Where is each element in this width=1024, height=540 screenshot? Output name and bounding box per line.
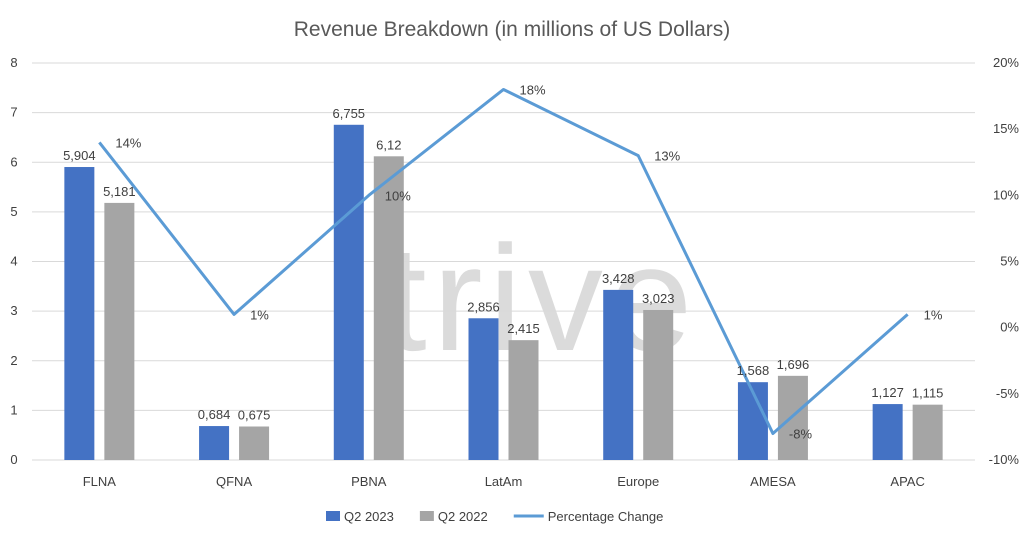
line-data-label: 1% xyxy=(924,307,943,322)
percentage-line xyxy=(98,87,909,436)
left-tick-label: 1 xyxy=(10,402,17,417)
legend: Q2 2023 Q2 2022 Percentage Change xyxy=(326,509,663,524)
chart-title: Revenue Breakdown (in millions of US Dol… xyxy=(294,18,731,41)
bar-data-label: 0,675 xyxy=(238,408,271,423)
right-tick-label: 0% xyxy=(1000,320,1019,335)
line-data-label: 18% xyxy=(520,82,546,97)
bars xyxy=(64,124,943,461)
bar-q2-2022 xyxy=(508,340,539,460)
left-tick-label: 6 xyxy=(10,154,17,169)
right-tick-label: 20% xyxy=(993,55,1019,70)
gridlines xyxy=(32,62,975,461)
bar-data-label: 6,12 xyxy=(376,137,401,152)
category-label: AMESA xyxy=(750,474,796,489)
data-labels: 5,904 0,684 6,755 2,856 3,428 1,568 1,127 5,181… xyxy=(63,82,943,441)
left-tick-label: 5 xyxy=(10,204,17,219)
watermark: trive xyxy=(385,214,698,382)
left-tick-label: 0 xyxy=(10,452,17,467)
line-data-label: 14% xyxy=(115,135,141,150)
category-label: PBNA xyxy=(351,474,387,489)
bar-data-label: 1,568 xyxy=(737,363,770,378)
right-axis-ticks: -10% -5% 0% 5% 10% 15% 20% xyxy=(989,55,1020,467)
bar-q2-2023 xyxy=(199,426,230,460)
left-tick-label: 7 xyxy=(10,105,17,120)
left-tick-label: 2 xyxy=(10,353,17,368)
watermark-text: trive xyxy=(385,214,698,382)
category-label: QFNA xyxy=(216,474,252,489)
right-tick-label: 15% xyxy=(993,121,1019,136)
bar-q2-2023 xyxy=(64,167,95,460)
category-label: APAC xyxy=(890,474,924,489)
left-axis-ticks: 0 1 2 3 4 5 6 7 8 xyxy=(10,55,17,467)
bar-q2-2022 xyxy=(239,426,270,460)
bar-data-label: 3,023 xyxy=(642,291,675,306)
left-tick-label: 3 xyxy=(10,303,17,318)
bar-q2-2022 xyxy=(912,404,943,460)
line-data-label: 10% xyxy=(385,188,411,203)
bar-q2-2023 xyxy=(872,404,903,460)
legend-swatch-q2-2022 xyxy=(419,511,434,521)
category-label: Europe xyxy=(617,474,659,489)
bar-q2-2022 xyxy=(777,375,808,460)
bar-data-label: 3,428 xyxy=(602,271,635,286)
bar-q2-2022 xyxy=(643,309,674,460)
right-tick-label: -5% xyxy=(996,386,1020,401)
bar-data-label: 1,127 xyxy=(871,385,904,400)
bar-data-label: 0,684 xyxy=(198,407,231,422)
bar-data-label: 2,415 xyxy=(507,321,540,336)
legend-label-q2-2022: Q2 2022 xyxy=(438,509,488,524)
bar-q2-2022 xyxy=(104,202,135,460)
category-axis-labels: FLNA QFNA PBNA LatAm Europe AMESA APAC xyxy=(83,474,925,489)
bar-data-label: 1,115 xyxy=(912,386,944,401)
bar-data-label: 1,696 xyxy=(777,357,810,372)
line-data-label: 1% xyxy=(250,307,269,322)
right-tick-label: 10% xyxy=(993,187,1019,202)
percentage-change-line xyxy=(98,87,909,436)
bar-data-label: 5,904 xyxy=(63,148,96,163)
legend-swatch-q2-2023 xyxy=(326,511,340,521)
bar-data-label: 2,856 xyxy=(467,299,500,314)
bar-data-label: 6,755 xyxy=(333,106,366,121)
right-tick-label: -10% xyxy=(989,452,1020,467)
bar-q2-2022 xyxy=(373,156,404,461)
bar-q2-2023 xyxy=(603,289,634,460)
legend-label-q2-2023: Q2 2023 xyxy=(344,509,394,524)
bar-q2-2023 xyxy=(468,318,499,460)
category-label: FLNA xyxy=(83,474,117,489)
category-label: LatAm xyxy=(485,474,523,489)
right-tick-label: 5% xyxy=(1000,254,1019,269)
bar-q2-2023 xyxy=(333,124,364,460)
bar-data-label: 5,181 xyxy=(103,184,136,199)
left-tick-label: 4 xyxy=(10,254,17,269)
left-tick-label: 8 xyxy=(10,55,17,70)
legend-label-percentage-change: Percentage Change xyxy=(548,509,664,524)
line-data-label: 13% xyxy=(654,149,680,164)
line-data-label: -8% xyxy=(789,427,813,442)
